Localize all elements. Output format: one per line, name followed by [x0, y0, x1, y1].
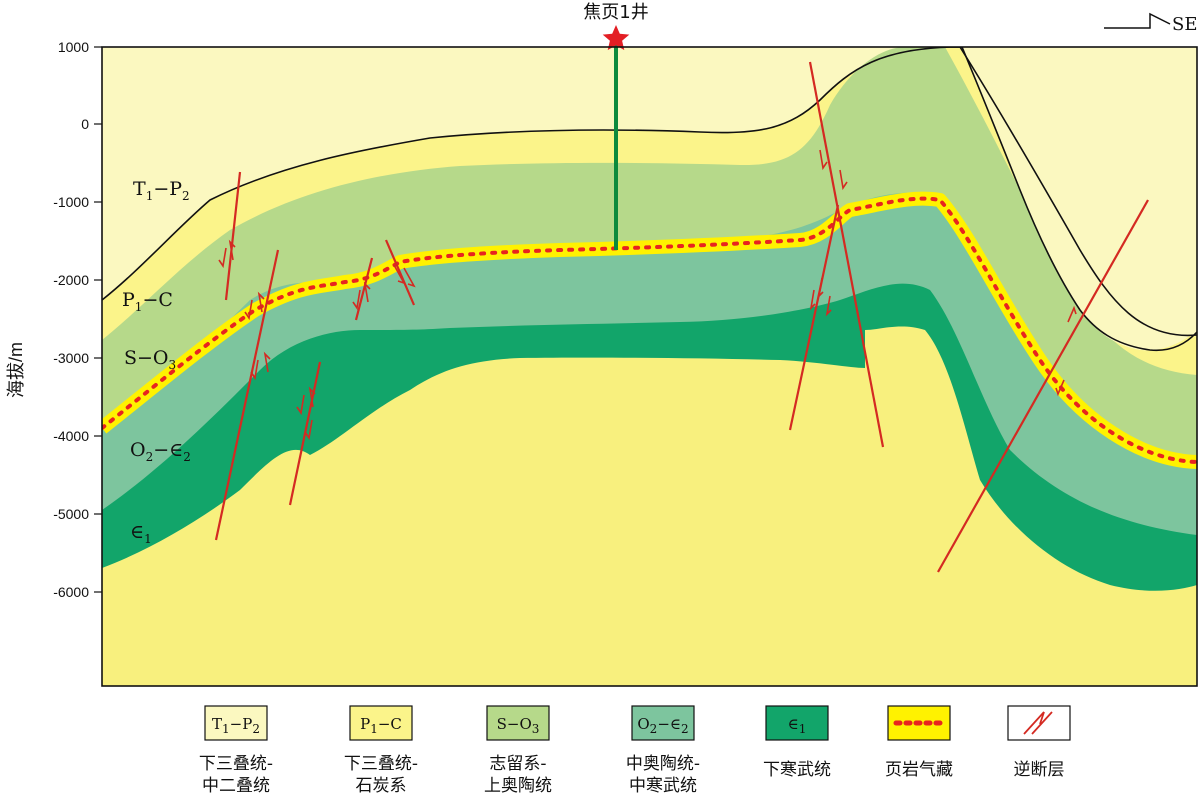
well-jiaoye1 — [602, 25, 630, 250]
y-ticks — [94, 46, 102, 593]
plot-frame — [101, 46, 1198, 687]
y-tick-label: -5000 — [53, 506, 89, 522]
surface-line — [102, 47, 1197, 337]
y-tick-label: -1000 — [53, 194, 89, 210]
y-tick-label: -4000 — [53, 428, 89, 444]
legend-item-t1-p2: T1−P2 下三叠统- 中二叠统 — [199, 705, 273, 796]
layer-t1-p2-valley — [962, 47, 1197, 351]
svg-text:中二叠统: 中二叠统 — [202, 776, 270, 796]
orientation-indicator: SE — [1104, 12, 1197, 35]
svg-text:下寒武统: 下寒武统 — [763, 760, 831, 780]
y-tick-labels: 1000 0 -1000 -2000 -3000 -4000 -5000 -60… — [53, 39, 89, 600]
svg-text:S−O3: S−O3 — [497, 715, 540, 736]
geologic-layers — [102, 47, 1197, 686]
svg-text:P1−C: P1−C — [360, 715, 402, 736]
svg-text:石炭系: 石炭系 — [356, 776, 407, 796]
unit-label-o2-e2: O2−∈2 — [130, 439, 191, 464]
svg-text:T1−P2: T1−P2 — [212, 715, 260, 736]
svg-text:页岩气藏: 页岩气藏 — [885, 760, 953, 780]
y-tick-label: -3000 — [53, 350, 89, 366]
orientation-arrow-icon — [1104, 12, 1171, 29]
svg-text:中寒武统: 中寒武统 — [629, 776, 697, 796]
y-tick-label: 1000 — [58, 39, 89, 55]
fault-2 — [214, 249, 280, 541]
unit-label-s-o3: S−O3 — [124, 347, 176, 372]
y-tick-label: -2000 — [53, 272, 89, 288]
faults — [214, 61, 1149, 573]
fault-arrows — [218, 149, 1077, 441]
fault-5 — [384, 239, 416, 306]
legend-item-p1-c: P1−C 下三叠统- 石炭系 — [344, 705, 418, 796]
layer-basement — [102, 326, 1197, 686]
unit-label-p1-c: P1−C — [122, 289, 173, 314]
svg-text:志留系-: 志留系- — [489, 754, 546, 774]
legend: T1−P2 下三叠统- 中二叠统 P1−C 下三叠统- 石炭系 S−O3 志留系… — [199, 705, 1071, 796]
y-axis-label: 海拔/m — [6, 342, 26, 398]
svg-text:O2−∈2: O2−∈2 — [637, 715, 688, 736]
y-tick-label: -6000 — [53, 584, 89, 600]
fault-6 — [808, 61, 885, 448]
legend-item-o2-e2: O2−∈2 中奥陶统- 中寒武统 — [626, 705, 700, 796]
valley-outline — [961, 47, 1197, 352]
legend-item-s-o3: S−O3 志留系- 上奥陶统 — [484, 705, 552, 796]
gas-shale-dots — [102, 196, 1197, 464]
svg-text:∈1: ∈1 — [788, 715, 807, 736]
svg-text:中奥陶统-: 中奥陶统- — [626, 754, 700, 774]
fault-7 — [788, 204, 840, 431]
legend-item-thrust-fault: 逆断层 — [1007, 705, 1071, 780]
svg-text:上奥陶统: 上奥陶统 — [484, 776, 552, 796]
legend-item-shale-gas: 页岩气藏 — [885, 705, 953, 780]
svg-text:逆断层: 逆断层 — [1014, 760, 1065, 780]
unit-label-e1: ∈1 — [130, 521, 152, 546]
fault-8 — [937, 199, 1149, 573]
fault-4 — [354, 257, 374, 321]
unit-label-t1-p2: T1−P2 — [133, 178, 190, 203]
well-star-icon — [602, 25, 630, 51]
fault-3 — [288, 361, 322, 506]
orientation-label: SE — [1172, 14, 1197, 35]
svg-text:下三叠统-: 下三叠统- — [344, 754, 418, 774]
svg-text:下三叠统-: 下三叠统- — [199, 754, 273, 774]
y-tick-label: 0 — [81, 116, 89, 132]
well-name: 焦页1井 — [583, 2, 648, 23]
fault-1 — [224, 171, 242, 301]
legend-item-e1: ∈1 下寒武统 — [763, 705, 831, 780]
